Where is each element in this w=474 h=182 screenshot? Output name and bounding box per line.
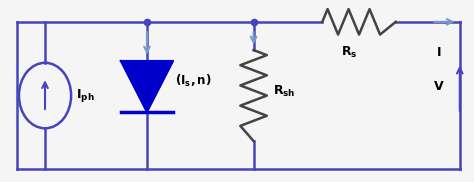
Text: $\mathbf{V}$: $\mathbf{V}$: [433, 80, 444, 93]
Text: $\mathbf{(I_s,n)}$: $\mathbf{(I_s,n)}$: [175, 73, 212, 89]
Polygon shape: [121, 61, 173, 112]
Text: $\mathbf{I}$: $\mathbf{I}$: [436, 46, 441, 59]
Text: $\mathbf{R_s}$: $\mathbf{R_s}$: [341, 45, 358, 60]
Text: $\mathbf{I_{ph}}$: $\mathbf{I_{ph}}$: [76, 87, 94, 104]
Text: $\mathbf{R_{sh}}$: $\mathbf{R_{sh}}$: [273, 84, 295, 99]
